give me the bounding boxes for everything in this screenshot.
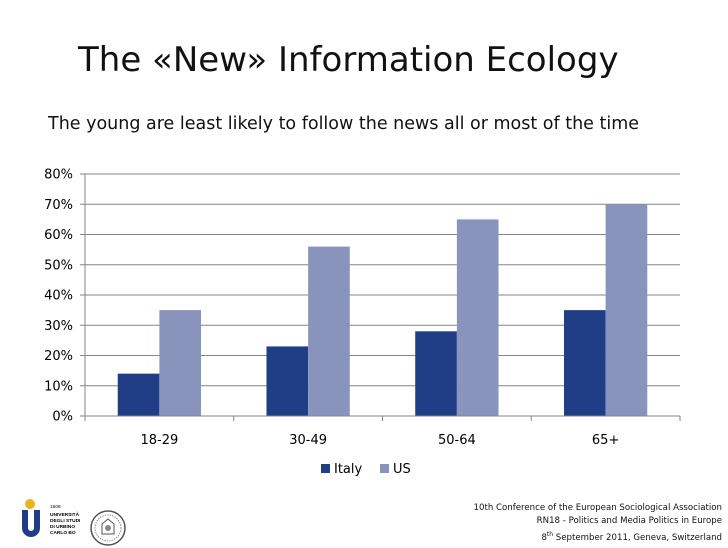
logo-u-icon bbox=[22, 510, 40, 537]
logo-text-4: DI URBINO bbox=[50, 524, 75, 530]
bar-us-50-64 bbox=[456, 219, 499, 416]
y-tick-label: 10% bbox=[44, 379, 73, 394]
y-tick-label: 80% bbox=[44, 168, 73, 183]
bar-italy-50-64 bbox=[415, 331, 457, 416]
footer-line-3-suffix: th bbox=[546, 531, 554, 538]
logo-sun-icon bbox=[25, 499, 35, 509]
axes bbox=[84, 174, 680, 417]
university-logo: 1506 UNIVERSITÀ DEGLI STUDI DI URBINO CA… bbox=[22, 499, 81, 537]
bar-italy-65+ bbox=[563, 310, 606, 416]
bar-us-18-29 bbox=[159, 310, 202, 416]
y-tick-label: 60% bbox=[44, 228, 73, 243]
x-axis-ticks: 18-29 30-49 50-64 65+ bbox=[84, 416, 681, 448]
legend-label-italy: Italy bbox=[334, 462, 363, 477]
footer-line-3-day: 8 bbox=[541, 532, 547, 543]
y-tick-label: 40% bbox=[44, 289, 73, 304]
y-tick-label: 20% bbox=[44, 349, 73, 364]
seal-icon bbox=[90, 510, 126, 546]
logo-text-2: UNIVERSITÀ bbox=[50, 511, 80, 518]
footer-line-2: RN18 - Politics and Media Politics in Eu… bbox=[536, 516, 722, 526]
legend: Italy US bbox=[321, 462, 411, 477]
slide-subtitle: The young are least likely to follow the… bbox=[48, 114, 640, 134]
x-tick-label: 30-49 bbox=[289, 433, 327, 448]
y-tick-label: 0% bbox=[52, 410, 73, 425]
legend-swatch-italy bbox=[321, 464, 330, 473]
x-tick-label: 50-64 bbox=[438, 433, 476, 448]
y-tick-label: 50% bbox=[44, 258, 73, 273]
logo-text-1: 1506 bbox=[50, 504, 61, 510]
bar-italy-18-29 bbox=[117, 373, 160, 416]
logo-text-5: CARLO BO bbox=[50, 530, 76, 536]
legend-label-us: US bbox=[393, 462, 411, 477]
y-axis-ticks: 0% 10% 20% 30% 40% 50% 60% 70% 80% bbox=[44, 168, 85, 425]
bar-chart: 0% 10% 20% 30% 40% 50% 60% 70% 80% 18-29 30-49 50-… bbox=[44, 168, 681, 477]
footer-line-3-rest: September 2011, Geneva, Switzerland bbox=[553, 532, 722, 543]
bar-italy-30-49 bbox=[266, 346, 309, 416]
x-tick-label: 18-29 bbox=[140, 433, 178, 448]
logo-text-3: DEGLI STUDI bbox=[50, 518, 81, 524]
bar-us-65+ bbox=[605, 204, 648, 416]
footer-line-3: 8th September 2011, Geneva, Switzerland bbox=[474, 528, 722, 545]
bars bbox=[117, 204, 648, 416]
x-tick-label: 65+ bbox=[592, 433, 619, 448]
slide-title: The «New» Information Ecology bbox=[78, 40, 619, 80]
footer-line-1: 10th Conference of the European Sociolog… bbox=[473, 503, 722, 513]
legend-swatch-us bbox=[380, 464, 389, 473]
y-tick-label: 70% bbox=[44, 198, 73, 213]
y-tick-label: 30% bbox=[44, 319, 73, 334]
bar-us-30-49 bbox=[308, 246, 350, 416]
conference-footer: 10th Conference of the European Sociolog… bbox=[474, 502, 722, 545]
